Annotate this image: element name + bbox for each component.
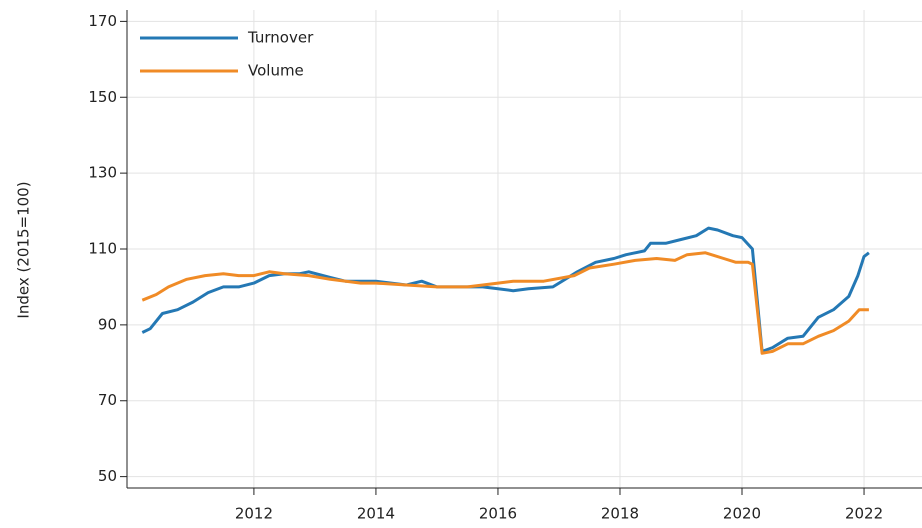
series-line bbox=[141, 226, 870, 353]
x-tick-label: 2020 bbox=[723, 505, 761, 523]
y-tick-label: 110 bbox=[88, 240, 117, 258]
y-tick-label: 50 bbox=[98, 467, 117, 485]
x-tick-label: 2012 bbox=[235, 505, 273, 523]
y-tick-label: 70 bbox=[98, 391, 117, 409]
x-tick-label: 2016 bbox=[479, 505, 517, 523]
y-tick-label: 170 bbox=[88, 12, 117, 30]
y-tick-label: 150 bbox=[88, 88, 117, 106]
y-tick-label: 90 bbox=[98, 315, 117, 333]
y-tick-label: 130 bbox=[88, 164, 117, 182]
legend-label: Turnover bbox=[247, 29, 314, 47]
x-tick-label: 2018 bbox=[601, 505, 639, 523]
x-tick-label: 2022 bbox=[845, 505, 883, 523]
y-axis-label: Index (2015=100) bbox=[15, 181, 33, 318]
series-line bbox=[141, 251, 869, 355]
legend-label: Volume bbox=[248, 62, 304, 80]
x-tick-label: 2014 bbox=[357, 505, 395, 523]
